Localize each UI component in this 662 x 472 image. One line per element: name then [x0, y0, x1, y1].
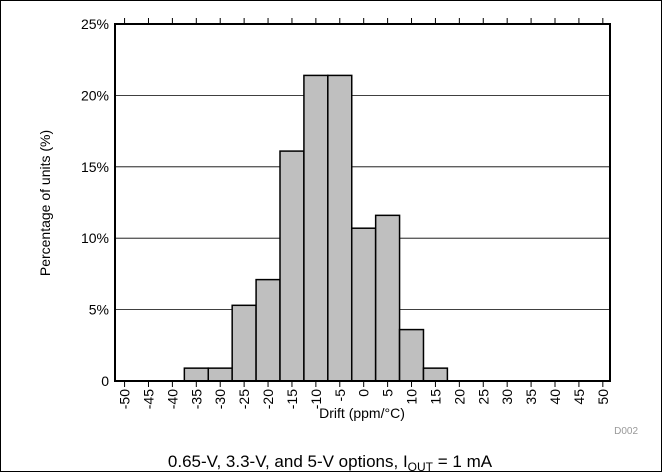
x-tick-label: -5 [332, 389, 348, 402]
x-tick-label: -50 [117, 389, 133, 409]
x-tick-label: 50 [595, 389, 611, 405]
bar [183, 367, 210, 382]
bar [279, 150, 305, 382]
bar [303, 74, 329, 382]
caption: 0.65-V, 3.3-V, and 5-V options, IOUT = 1… [168, 452, 493, 472]
x-tick-label: -30 [212, 389, 228, 409]
y-tick-label: 5% [89, 302, 109, 318]
x-tick-label: 0 [356, 389, 372, 397]
caption-after: = 1 mA [433, 452, 493, 471]
x-tick-label: 5 [380, 389, 396, 397]
bar [231, 304, 257, 382]
x-tick-label: -40 [164, 389, 180, 409]
annotation: D002 [614, 426, 638, 437]
x-tick-label: 25 [475, 389, 491, 405]
caption-text: 0.65-V, 3.3-V, and 5-V options, I [168, 452, 408, 471]
y-tick-label: 25% [81, 16, 109, 32]
x-tick-label: -25 [236, 389, 252, 409]
x-tick-label: 10 [404, 389, 420, 405]
x-tick-label: 20 [451, 389, 467, 405]
x-tick-label: 30 [499, 389, 515, 405]
bar [422, 367, 449, 382]
x-axis-label: Drift (ppm/°C) [319, 405, 405, 421]
x-tick-label: 45 [571, 389, 587, 405]
plot-border [114, 23, 611, 382]
y-tick-label: 0 [101, 373, 109, 389]
y-axis-label: Percentage of units (%) [37, 130, 53, 276]
y-tick-label: 10% [81, 230, 109, 246]
x-tick-label: -45 [140, 389, 156, 409]
bar [327, 74, 353, 382]
y-tick-label: 20% [81, 87, 109, 103]
x-tick-label: 40 [547, 389, 563, 405]
bar [398, 328, 425, 382]
x-tick-label: -35 [188, 389, 204, 409]
y-tick-label: 15% [81, 159, 109, 175]
bar [255, 278, 281, 382]
bar [350, 227, 377, 382]
x-tick-label: -15 [284, 389, 300, 409]
bar [207, 367, 233, 382]
x-tick-label: -10 [308, 389, 324, 409]
x-tick-label: 15 [427, 389, 443, 405]
caption-sub: OUT [408, 460, 434, 472]
bar [374, 214, 401, 382]
x-tick-label: -20 [260, 389, 276, 409]
x-tick-label: 35 [523, 389, 539, 405]
